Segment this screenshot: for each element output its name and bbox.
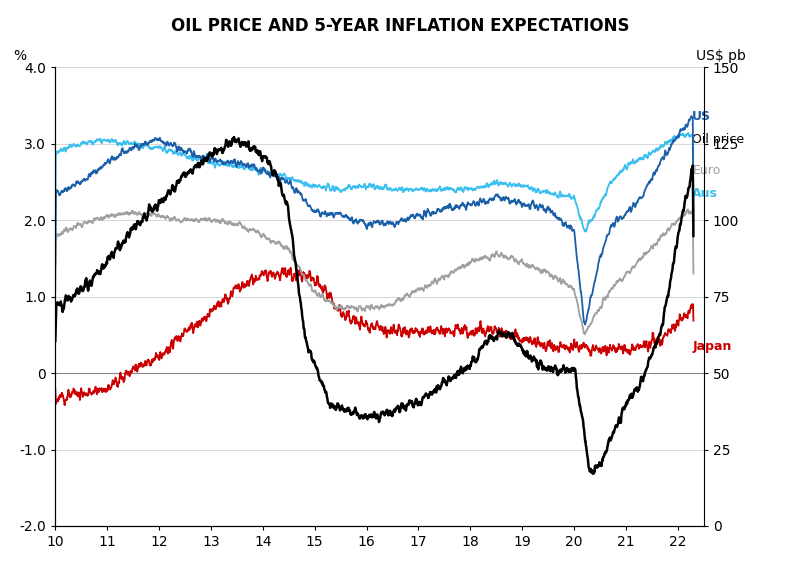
Text: Euro: Euro <box>692 164 721 177</box>
Text: Aus: Aus <box>692 187 718 200</box>
Text: OIL PRICE AND 5-YEAR INFLATION EXPECTATIONS: OIL PRICE AND 5-YEAR INFLATION EXPECTATI… <box>170 17 630 35</box>
Text: Oil price: Oil price <box>692 133 745 146</box>
Text: US$ pb: US$ pb <box>696 49 746 63</box>
Text: %: % <box>13 49 26 63</box>
Text: Japan: Japan <box>692 340 732 352</box>
Text: US: US <box>692 111 711 124</box>
